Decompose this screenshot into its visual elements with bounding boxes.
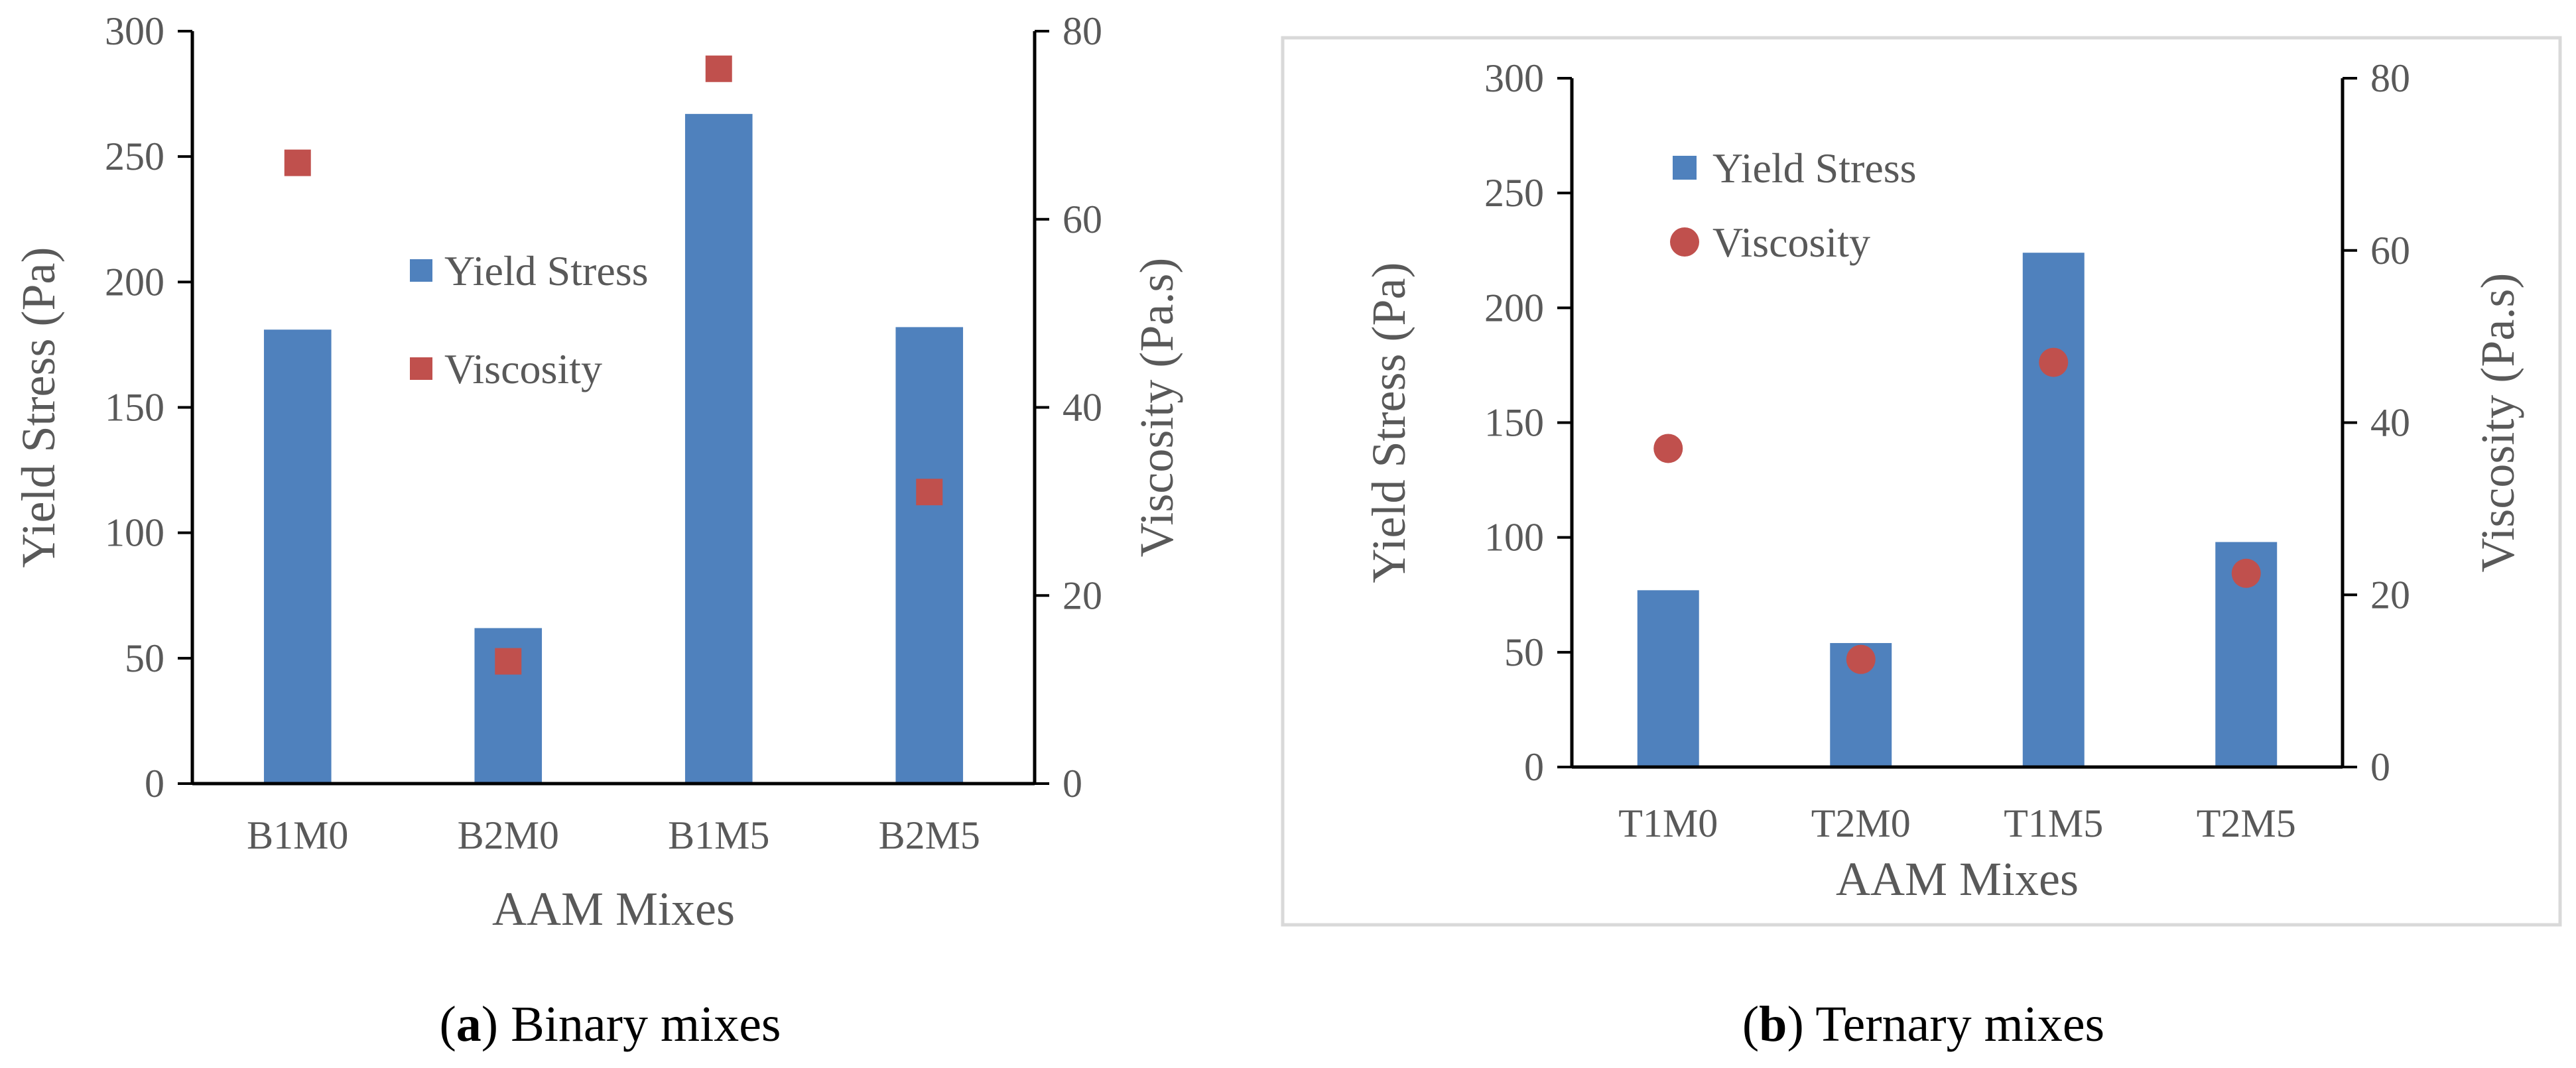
y-axis-title: Yield Stress (Pa) <box>1362 263 1415 583</box>
y-tick-label: 250 <box>1484 171 1544 215</box>
caption-b-letter: b <box>1759 996 1787 1052</box>
y-tick-label: 0 <box>145 762 164 805</box>
legend-label-1: Viscosity <box>1712 219 1870 266</box>
y2-tick-label: 40 <box>2370 401 2410 445</box>
y-tick-label: 150 <box>105 386 164 430</box>
y2-tick-label: 20 <box>2370 573 2410 617</box>
x-tick-label: B1M5 <box>668 813 769 857</box>
legend-swatch-0 <box>1673 156 1697 180</box>
y2-tick-label: 20 <box>1063 573 1102 617</box>
y2-tick-label: 60 <box>2370 229 2410 272</box>
y-axis-title: Yield Stress (Pa) <box>12 247 65 568</box>
y2-axis-title: Viscosity (Pa.s) <box>2471 273 2524 573</box>
caption-a: (a) Binary mixes <box>439 996 781 1052</box>
x-tick-label: B1M0 <box>247 813 348 857</box>
y2-tick-label: 0 <box>1063 762 1082 805</box>
viscosity-point-b2m5 <box>916 479 943 506</box>
legend-swatch-1 <box>1670 227 1699 257</box>
y-tick-label: 200 <box>105 260 164 304</box>
y-tick-label: 200 <box>1484 286 1544 329</box>
y-tick-label: 250 <box>105 135 164 178</box>
x-axis-title: AAM Mixes <box>492 882 735 935</box>
legend-label-0: Yield Stress <box>444 247 649 294</box>
y-tick-label: 300 <box>105 9 164 53</box>
caption-b-text: Ternary mixes <box>1804 996 2104 1052</box>
y2-tick-label: 40 <box>1063 386 1102 430</box>
bar-t1m0 <box>1637 590 1699 767</box>
y-tick-label: 50 <box>125 636 164 680</box>
y2-tick-label: 80 <box>1063 9 1102 53</box>
viscosity-point-b1m5 <box>705 55 732 82</box>
bar-t1m5 <box>2022 253 2085 767</box>
legend-label-1: Viscosity <box>444 345 602 392</box>
x-tick-label: B2M0 <box>458 813 559 857</box>
y-tick-label: 100 <box>1484 516 1544 560</box>
y-tick-label: 0 <box>1524 745 1544 789</box>
caption-b: (b) Ternary mixes <box>1742 996 2104 1052</box>
y2-tick-label: 80 <box>2370 56 2410 100</box>
chart-ternary-mixes: 0 50 100 150 200 250 300 0 20 40 60 80 T1M0 T2M0 T1M5 T… <box>1362 56 2524 906</box>
legend-swatch-0 <box>410 259 432 282</box>
x-axis-title: AAM Mixes <box>1836 853 2079 906</box>
chart-b-frame <box>1281 36 2562 927</box>
x-tick-label: T1M0 <box>1618 801 1718 845</box>
legend-label-0: Yield Stress <box>1712 145 1917 192</box>
viscosity-point-t1m5 <box>2039 347 2069 377</box>
viscosity-point-b2m0 <box>495 648 522 675</box>
viscosity-point-b1m0 <box>284 149 311 176</box>
y2-tick-label: 0 <box>2370 745 2390 789</box>
caption-a-letter: a <box>456 996 482 1052</box>
y2-tick-label: 60 <box>1063 198 1102 241</box>
chart-binary-mixes: 0 50 100 150 200 250 300 0 20 40 60 80 B1M0 B2M0 B1M5 B… <box>12 9 1183 935</box>
x-tick-label: T2M0 <box>1811 801 1911 845</box>
y2-axis-title: Viscosity (Pa.s) <box>1130 258 1183 558</box>
y-tick-label: 300 <box>1484 56 1544 100</box>
x-tick-label: T2M5 <box>2197 801 2296 845</box>
bar-b2m5 <box>895 327 964 784</box>
legend-swatch-1 <box>410 357 432 380</box>
y-tick-label: 150 <box>1484 401 1544 445</box>
x-tick-label: T1M5 <box>2004 801 2103 845</box>
y-tick-label: 100 <box>105 511 164 555</box>
bar-b1m5 <box>684 113 753 784</box>
viscosity-point-t2m0 <box>1846 644 1876 674</box>
viscosity-point-t1m0 <box>1653 434 1683 463</box>
bar-b1m0 <box>263 329 332 784</box>
caption-a-text: Binary mixes <box>498 996 781 1052</box>
viscosity-point-t2m5 <box>2231 558 2261 588</box>
x-tick-label: B2M5 <box>879 813 980 857</box>
y-tick-label: 50 <box>1504 630 1544 674</box>
